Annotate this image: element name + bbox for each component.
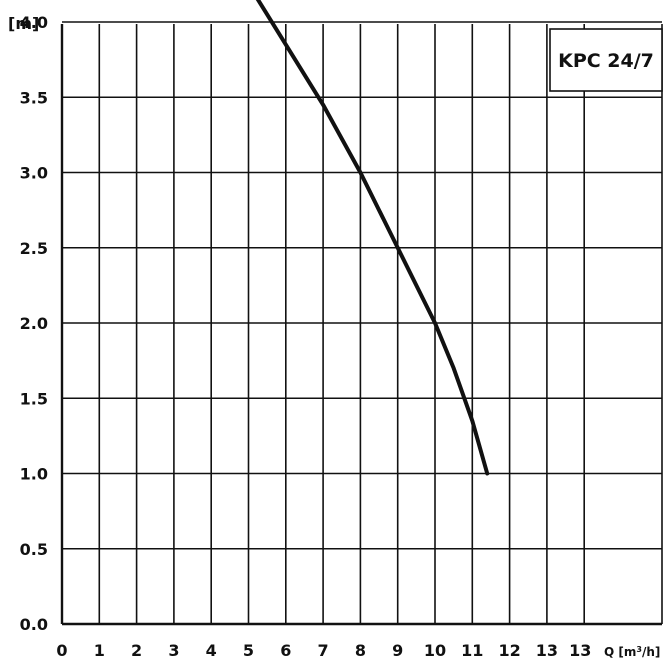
x-tick-label: 13 [569,641,591,660]
x-tick-label: 12 [498,641,520,660]
x-tick-label: 11 [461,641,483,660]
x-tick-label: 5 [243,641,254,660]
y-tick-label: 3.5 [20,88,48,107]
y-tick-label: 2.0 [20,314,48,333]
pump-curve-line [255,0,490,476]
y-tick-label: 1.5 [20,389,48,408]
x-tick-labels: 0 1 2 3 4 5 6 7 8 9 10 11 12 13 13 [56,641,591,660]
grid [60,21,663,626]
y-tick-labels: 0.00.51.01.52.02.53.03.54.04.55.05.56.06… [20,13,48,634]
x-tick-label: 0 [56,641,67,660]
x-tick-label: 6 [280,641,291,660]
x-tick-label: 1 [94,641,105,660]
y-tick-label: 0.5 [20,540,48,559]
curves [255,0,490,476]
y-tick-label: 0.0 [20,615,48,634]
y-axis-label: [m] [8,14,39,33]
y-tick-label: 1.0 [20,465,48,484]
model-label-box: KPC 24/7 [549,28,663,92]
x-tick-label: 2 [131,641,142,660]
y-tick-label: 2.5 [20,239,48,258]
x-tick-label: 7 [318,641,329,660]
chart-title: KPC 24/7 [558,50,654,72]
x-axis-label: Q [m3/h] [604,645,660,660]
x-tick-label: 8 [355,641,366,660]
x-tick-label: 10 [424,641,446,660]
x-tick-label: 9 [392,641,403,660]
x-tick-label: 3 [168,641,179,660]
x-tick-label: 13 [536,641,558,660]
y-tick-label: 3.0 [20,164,48,183]
x-tick-label: 4 [206,641,217,660]
y-tick-label: 4.0 [20,13,48,32]
